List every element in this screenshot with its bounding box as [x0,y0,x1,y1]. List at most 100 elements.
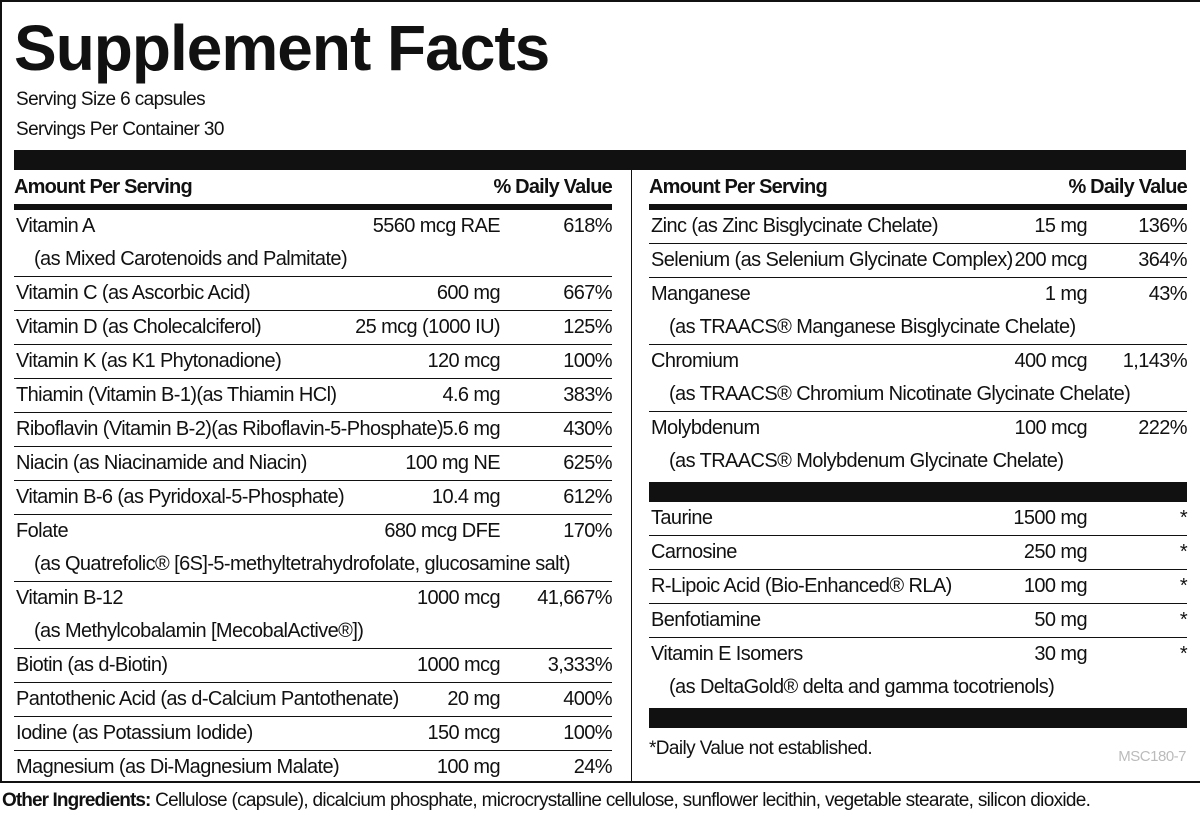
nutrient-amount: 4.6 mg [442,384,500,406]
nutrient-daily-value: 222% [1138,417,1187,439]
nutrient-daily-value: 430% [563,418,612,440]
nutrient-amount: 100 mcg [1014,417,1087,439]
nutrient-name: Biotin (as d-Biotin) [16,654,168,676]
nutrient-row: Niacin (as Niacinamide and Niacin) 100 mg… [14,446,613,480]
nutrient-daily-value: 383% [563,384,612,406]
nutrient-row: Vitamin K (as K1 Phytonadione) 120 mcg 100… [14,344,613,378]
other-nutrient-list: Taurine 1500 mg * Carnosine 250 mg * R-Lipoic … [649,502,1188,704]
nutrient-row: Magnesium (as Di-Magnesium Malate) 100 mg… [14,750,613,784]
nutrient-daily-value: 41,667% [537,587,612,609]
nutrient-row: Vitamin B-12 1000 mcg 41,667% [14,581,613,615]
other-ingredients: Other Ingredients: Cellulose (capsule), … [2,790,1091,812]
nutrient-amount: 100 mg NE [405,452,500,474]
nutrient-daily-value: 364% [1138,249,1187,271]
nutrient-amount: 25 mcg (1000 IU) [355,316,501,338]
nutrient-name: Vitamin K (as K1 Phytonadione) [16,350,282,372]
nutrient-row: Folate 680 mcg DFE 170% [14,514,613,548]
nutrient-amount: 1500 mg [1013,507,1087,529]
nutrient-daily-value: 1,143% [1122,350,1188,372]
nutrient-name: Vitamin D (as Cholecalciferol) [16,316,262,338]
amount-per-serving-header: Amount Per Serving [649,175,828,198]
nutrient-name: Manganese [651,283,751,305]
nutrient-row: Vitamin C (as Ascorbic Acid) 600 mg 667% [14,276,613,310]
nutrient-daily-value: 625% [563,452,612,474]
nutrient-row: Riboflavin (Vitamin B-2)(as Riboflavin-5… [14,412,613,446]
nutrient-row: Pantothenic Acid (as d-Calcium Pantothen… [14,682,613,716]
label-frame [0,0,1200,783]
nutrient-name: Taurine [651,507,713,529]
nutrient-daily-value: 667% [563,282,612,304]
nutrient-source: (as TRAACS® Chromium Nicotinate Glycinat… [649,378,1187,411]
nutrient-daily-value: 400% [563,688,612,710]
nutrient-daily-value: * [1179,643,1188,665]
nutrient-row: Vitamin E Isomers 30 mg * [649,637,1188,671]
nutrient-row: Vitamin D (as Cholecalciferol) 25 mcg (10… [14,310,613,344]
nutrient-amount: 250 mg [1023,541,1088,563]
nutrient-daily-value: * [1179,541,1188,563]
nutrient-row: Vitamin B-6 (as Pyridoxal-5-Phosphate) 10… [14,480,613,514]
amount-per-serving-header: Amount Per Serving [14,175,193,198]
nutrient-amount: 5560 mcg RAE [372,215,501,237]
nutrient-name: Molybdenum [651,417,760,439]
right-nutrient-list: Zinc (as Zinc Bisglycinate Chelate) 15 mg… [649,210,1188,478]
nutrient-amount: 10.4 mg [431,486,501,508]
nutrient-source: (as Methylcobalamin [MecobalActive®]) [14,615,612,648]
nutrient-source-text: (as DeltaGold® delta and gamma tocotrien… [669,676,1055,698]
nutrient-name: Niacin (as Niacinamide and Niacin) [16,452,307,474]
nutrient-amount: 120 mcg [427,350,500,372]
servings-per-container: Servings Per Container 30 [16,119,224,140]
nutrient-daily-value: 100% [563,722,612,744]
section-bar [649,708,1187,728]
nutrient-amount: 20 mg [447,688,500,710]
nutrient-source-text: (as TRAACS® Chromium Nicotinate Glycinat… [669,383,1131,405]
nutrient-row: Thiamin (Vitamin B-1)(as Thiamin HCl) 4.6… [14,378,613,412]
nutrient-amount: 1000 mcg [416,587,501,609]
nutrient-amount: 200 mcg [1014,249,1087,271]
nutrient-source-text: (as Mixed Carotenoids and Palmitate) [34,248,348,270]
nutrient-source: (as TRAACS® Molybdenum Glycinate Chelate… [649,445,1187,478]
nutrient-source-text: (as TRAACS® Manganese Bisglycinate Chela… [669,316,1076,338]
nutrient-amount: 600 mg [436,282,501,304]
nutrient-name: Riboflavin (Vitamin B-2)(as Riboflavin-5… [16,418,444,440]
nutrient-row: R-Lipoic Acid (Bio-Enhanced® RLA) 100 mg * [649,569,1188,603]
nutrient-row: Chromium 400 mcg 1,143% [649,344,1188,378]
nutrient-row: Zinc (as Zinc Bisglycinate Chelate) 15 mg… [649,210,1188,243]
nutrient-name: Vitamin C (as Ascorbic Acid) [16,282,251,304]
nutrient-daily-value: 170% [563,520,612,542]
nutrient-daily-value: 612% [563,486,612,508]
section-bar [649,482,1187,502]
nutrient-amount: 680 mcg DFE [384,520,500,542]
nutrient-daily-value: * [1179,609,1188,631]
nutrient-name: Magnesium (as Di-Magnesium Malate) [16,756,340,778]
top-bar [14,150,1186,170]
nutrient-row: Manganese 1 mg 43% [649,277,1188,311]
nutrient-name: R-Lipoic Acid (Bio-Enhanced® RLA) [651,575,952,597]
nutrient-name: Iodine (as Potassium Iodide) [16,722,253,744]
nutrient-daily-value: 618% [563,215,612,237]
page-title: Supplement Facts [14,12,550,84]
nutrient-daily-value: 100% [563,350,612,372]
nutrient-daily-value: * [1179,507,1188,529]
nutrient-row: Biotin (as d-Biotin) 1000 mcg 3,333% [14,648,613,682]
other-ingredients-text: Cellulose (capsule), dicalcium phosphate… [150,790,1091,811]
nutrient-row: Molybdenum 100 mcg 222% [649,411,1188,445]
nutrient-amount: 5.6 mg [442,418,500,440]
nutrient-daily-value: 43% [1148,283,1188,305]
nutrient-row: Carnosine 250 mg * [649,535,1188,569]
nutrient-name: Pantothenic Acid (as d-Calcium Pantothen… [16,688,399,710]
nutrient-row: Vitamin A 5560 mcg RAE 618% [14,210,613,243]
nutrient-name: Vitamin A [16,215,95,237]
nutrient-source: (as Quatrefolic® [6S]-5-methyltetrahydro… [14,548,612,581]
nutrient-amount: 1000 mcg [416,654,501,676]
nutrient-row: Benfotiamine 50 mg * [649,603,1188,637]
serving-size: Serving Size 6 capsules [16,89,206,110]
nutrient-amount: 1 mg [1044,283,1088,305]
left-column: Amount Per Serving % Daily Value Vitamin… [14,170,613,784]
left-header: Amount Per Serving % Daily Value [14,170,613,210]
nutrient-row: Iodine (as Potassium Iodide) 150 mcg 100% [14,716,613,750]
nutrient-name: Vitamin B-12 [16,587,124,609]
nutrient-daily-value: 24% [573,756,613,778]
nutrient-daily-value: 125% [563,316,612,338]
nutrient-amount: 150 mcg [427,722,500,744]
nutrient-name: Benfotiamine [651,609,761,631]
